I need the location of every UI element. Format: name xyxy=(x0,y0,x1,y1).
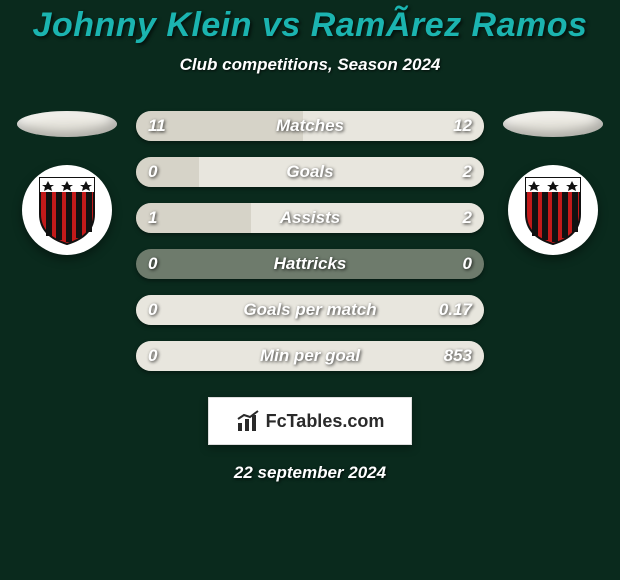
footer-date: 22 september 2024 xyxy=(0,463,620,483)
stat-bars: Matches1112 Goals02 Assists12 Hattricks0 0 Go… xyxy=(136,111,484,371)
team-right-crest xyxy=(508,165,598,255)
stat-bar: Assists12 xyxy=(136,203,484,233)
player-left-oval xyxy=(17,111,117,137)
team-left-crest xyxy=(22,165,112,255)
comparison-card: Johnny Klein vs RamÃrez Ramos Club compe… xyxy=(0,0,620,580)
stat-bar: Goals per match00.17 xyxy=(136,295,484,325)
page-title: Johnny Klein vs RamÃrez Ramos xyxy=(0,6,620,45)
stat-bar: Hattricks0 0 xyxy=(136,249,484,279)
bar-fill-left xyxy=(136,157,199,187)
stat-bar: Matches1112 xyxy=(136,111,484,141)
stat-bar: Goals02 xyxy=(136,157,484,187)
bar-fill-left xyxy=(136,203,251,233)
shield-icon xyxy=(36,174,98,246)
chart-icon xyxy=(236,409,260,433)
crest-circle xyxy=(508,165,598,255)
right-side xyxy=(502,111,604,255)
bar-value-right: 0 xyxy=(463,249,472,279)
crest-circle xyxy=(22,165,112,255)
subtitle: Club competitions, Season 2024 xyxy=(0,55,620,75)
bar-fill-right xyxy=(136,295,484,325)
brand-text: FcTables.com xyxy=(266,411,385,432)
content-row: Matches1112 Goals02 Assists12 Hattricks0 0 Go… xyxy=(0,111,620,371)
bar-fill-right xyxy=(251,203,484,233)
bar-value-left: 0 xyxy=(148,249,157,279)
brand-badge[interactable]: FcTables.com xyxy=(208,397,412,445)
shield-icon xyxy=(522,174,584,246)
stat-bar: Min per goal0853 xyxy=(136,341,484,371)
bar-fill-right xyxy=(199,157,484,187)
bar-fill-right xyxy=(136,341,484,371)
left-side xyxy=(16,111,118,255)
player-right-oval xyxy=(503,111,603,137)
bar-fill-right xyxy=(303,111,484,141)
bar-label: Hattricks xyxy=(136,249,484,279)
bar-fill-left xyxy=(136,111,303,141)
